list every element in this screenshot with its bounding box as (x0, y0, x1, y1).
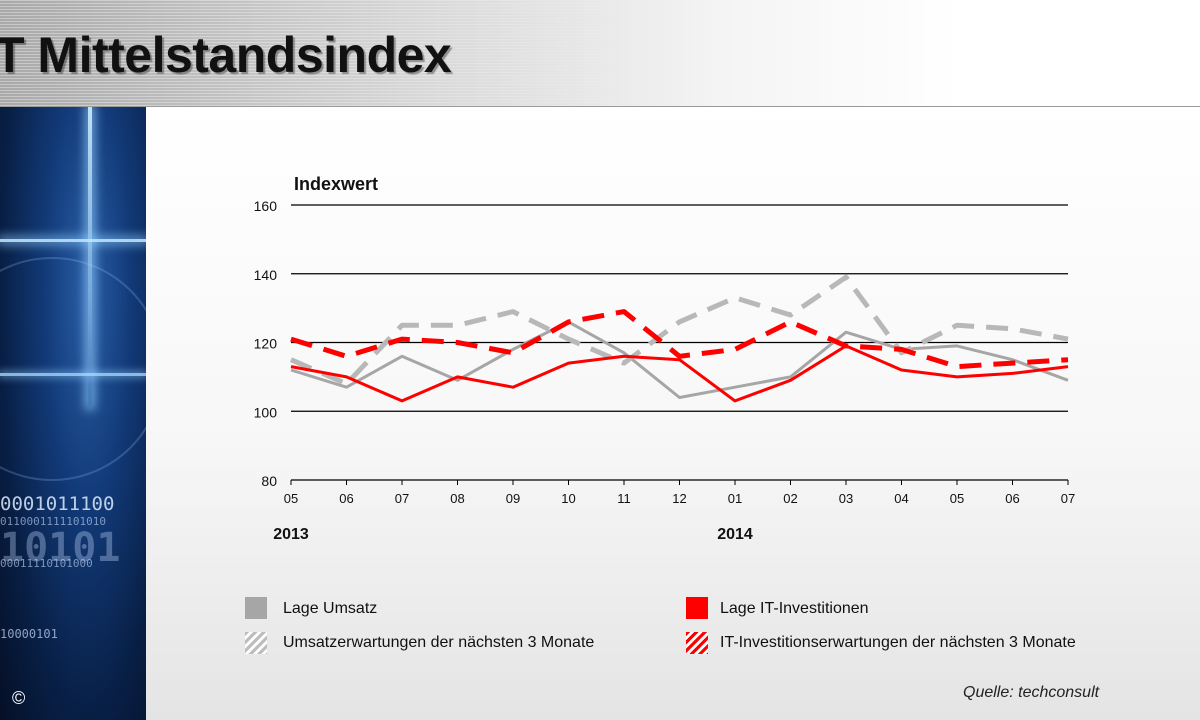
x-tick-label: 04 (894, 491, 908, 506)
page-title: T Mittelstandsindex (0, 27, 452, 83)
legend-swatch-lage-umsatz (245, 597, 267, 619)
x-tick-label: 01 (728, 491, 742, 506)
x-tick-label: 09 (506, 491, 520, 506)
legend-label: IT-Investitionserwartungen der nächsten … (720, 634, 1076, 651)
y-tick-label: 140 (254, 267, 278, 283)
series-lines (290, 274, 1069, 403)
header-stripes (0, 0, 700, 106)
x-tick-label: 12 (672, 491, 686, 506)
y-tick-labels: 80 100 120 140 160 (254, 198, 278, 489)
y-tick-label: 120 (254, 336, 278, 352)
x-tick-labels: 05 06 07 08 09 10 11 12 01 02 03 04 05 06 07 (284, 480, 1075, 506)
legend-swatch-it-investitionserwartungen (686, 632, 708, 654)
legend-swatch-lage-it-investitionen (686, 597, 708, 619)
series-line-0 (290, 320, 1069, 399)
x-tick-label: 06 (339, 491, 353, 506)
legend-label: Lage IT-Investitionen (720, 600, 869, 617)
x-tick-label: 03 (839, 491, 853, 506)
sidebar-light-beam (88, 107, 92, 407)
x-tick-label: 05 (950, 491, 964, 506)
x-tick-label: 02 (783, 491, 797, 506)
binary-text: 10101 (0, 525, 121, 571)
y-tick-label: 160 (254, 198, 278, 214)
decorative-sidebar-image: 0001011100 0110001111101010 10101 000111… (0, 107, 146, 720)
legend-label: Umsatzerwartungen der nächsten 3 Monate (283, 634, 595, 651)
x-tick-label: 11 (617, 491, 631, 506)
y-tick-label: 100 (254, 404, 278, 420)
chart-panel (146, 107, 1200, 720)
binary-text: 0001011100 (0, 493, 115, 515)
year-labels: 2013 2014 (273, 526, 753, 543)
legend-swatch-umsatzerwartungen (245, 632, 267, 654)
legend-label: Lage Umsatz (283, 600, 378, 617)
series-line-3 (290, 309, 1069, 370)
year-label: 2014 (717, 526, 753, 543)
gridlines (291, 204, 1068, 481)
sidebar-light-beam (0, 239, 146, 242)
year-label: 2013 (273, 526, 309, 543)
sidebar-light-beam (0, 373, 146, 376)
header-divider (0, 106, 1200, 107)
x-tick-label: 08 (450, 491, 464, 506)
x-tick-label: 06 (1005, 491, 1019, 506)
y-axis-label: Indexwert (294, 174, 378, 194)
copyright-symbol: © (12, 688, 26, 708)
x-tick-label: 07 (1061, 491, 1075, 506)
binary-text: 10000101 (0, 627, 58, 641)
series-line-2 (290, 344, 1069, 403)
y-tick-label: 80 (261, 473, 277, 489)
x-tick-label: 10 (561, 491, 575, 506)
x-tick-label: 05 (284, 491, 298, 506)
x-tick-label: 07 (395, 491, 409, 506)
source-note: Quelle: techconsult (963, 684, 1100, 701)
binary-text: 0110001111101010 (0, 515, 106, 528)
series-line-1 (290, 274, 1069, 387)
binary-text: 00011110101000 (0, 557, 93, 570)
header-banner: T Mittelstandsindex (0, 0, 1200, 106)
